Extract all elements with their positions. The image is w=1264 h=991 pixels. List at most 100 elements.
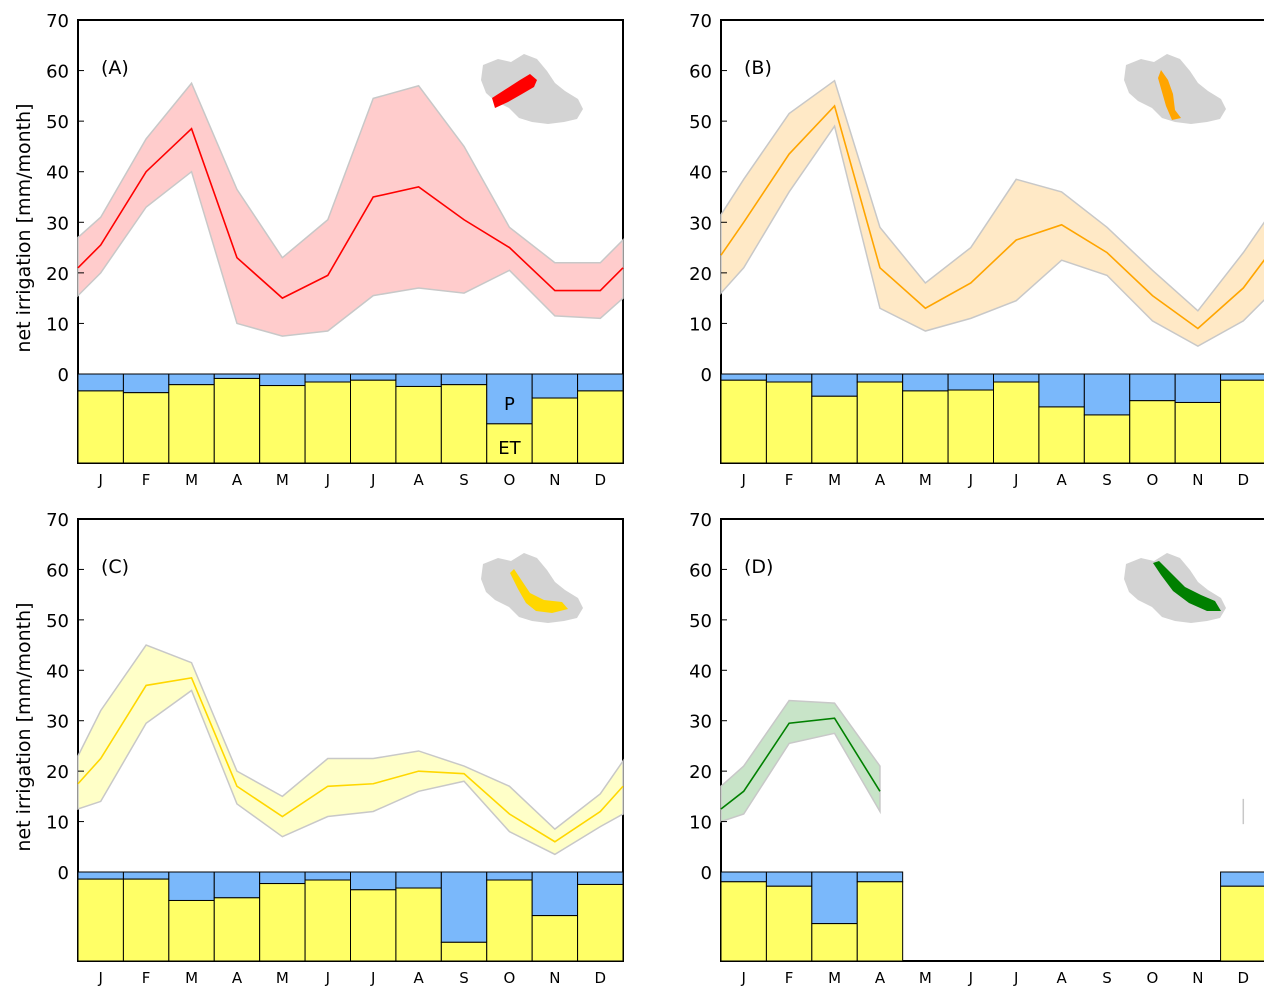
et-bar [259,385,306,464]
p-bar [168,373,215,386]
x-tick-label: O [1147,471,1159,489]
x-tick-label: M [919,969,932,987]
x-tick-label: M [828,471,841,489]
x-tick-label: M [919,471,932,489]
p-bar [531,871,579,917]
y-tick-label: 30 [689,712,712,733]
et-bar [902,390,949,464]
p-bar [395,373,442,387]
x-tick-label: A [232,969,243,987]
x-tick-label: S [459,471,469,489]
et-bar [168,384,215,464]
et-bar [1083,414,1131,464]
et-bar [856,881,904,962]
inset-map [481,553,583,623]
x-tick-label: F [785,969,794,987]
et-bar [259,883,306,962]
y-tick-label: 70 [46,11,69,32]
x-tick-label: J [968,471,973,489]
et-bar [122,392,170,464]
p-bar [440,871,488,943]
et-bar [1038,406,1085,464]
p-bar [765,871,813,887]
et-bar [577,883,624,962]
et-bar [720,881,767,962]
p-bar [304,871,352,881]
x-tick-label: A [875,471,886,489]
x-tick-label: A [1056,969,1067,987]
p-bar [811,373,858,397]
x-tick-label: J [1013,969,1018,987]
et-bar [720,379,767,464]
p-bar [531,373,579,399]
panel-label: (D) [744,556,773,578]
region-highlight [492,74,537,108]
mean-line [720,717,881,810]
et-bar [531,397,579,464]
p-bar [122,373,170,394]
y-tick-label: 30 [46,213,69,234]
panel-4: 0 10 20 30 40 50 60 70 J F M A M J J A S O N D (D) [689,510,1264,987]
y-tick-label: 10 [46,813,69,834]
mean-line [720,104,1264,330]
y-tick-label: 10 [689,314,712,335]
p-bar [720,373,767,381]
y-tick-label: 20 [689,264,712,285]
p-bar [122,871,170,880]
et-bar [1220,885,1264,962]
x-tick-label: F [142,969,151,987]
et-bar [993,381,1040,464]
y-tick-label: 50 [46,112,69,133]
y-tick-label: 70 [689,510,712,531]
x-tick-label: J [97,969,102,987]
et-bar [77,878,124,962]
x-tick-label: A [232,471,243,489]
uncertainty-band [77,644,624,856]
uncertainty-band [77,81,624,337]
x-tick-label: J [1013,471,1018,489]
x-tick-label: N [1192,471,1203,489]
y-tick-label: 0 [701,863,712,884]
basin-shape [481,54,583,124]
inset-map [1124,553,1226,623]
panel-label: (B) [744,57,772,79]
et-bar [531,915,579,962]
region-highlight [510,569,568,613]
x-tick-label: S [1102,471,1112,489]
y-tick-label: 40 [46,661,69,682]
p-bar [577,871,624,885]
y-tick-label: 60 [689,62,712,83]
x-tick-label: M [185,969,198,987]
x-tick-label: F [142,471,151,489]
y-tick-label: 40 [46,163,69,184]
y-tick-label: 10 [689,813,712,834]
p-bar [395,871,442,889]
p-bar [259,871,306,885]
y-tick-label: 40 [689,163,712,184]
x-tick-label: D [595,969,607,987]
y-tick-label: 50 [689,611,712,632]
p-bar [350,871,397,891]
y-tick-label: 20 [46,762,69,783]
et-bar-label: ET [498,438,521,459]
y-tick-label: 70 [689,11,712,32]
x-tick-label: M [185,471,198,489]
et-bar [395,887,442,962]
et-bar [765,885,813,962]
region-highlight [1153,561,1221,611]
et-bar [577,390,624,464]
p-bar [304,373,352,383]
et-bar [856,381,904,464]
et-bar [440,384,488,464]
y-tick-label: 0 [58,365,69,386]
p-bar [486,871,533,881]
et-bar [811,395,858,464]
mean-line [77,127,624,300]
x-tick-label: N [549,969,560,987]
p-bar [577,373,624,392]
p-bar [350,373,397,381]
p-bar [1129,373,1176,402]
x-tick-label: D [1238,471,1250,489]
et-bar [947,389,994,464]
x-tick-label: J [97,471,102,489]
